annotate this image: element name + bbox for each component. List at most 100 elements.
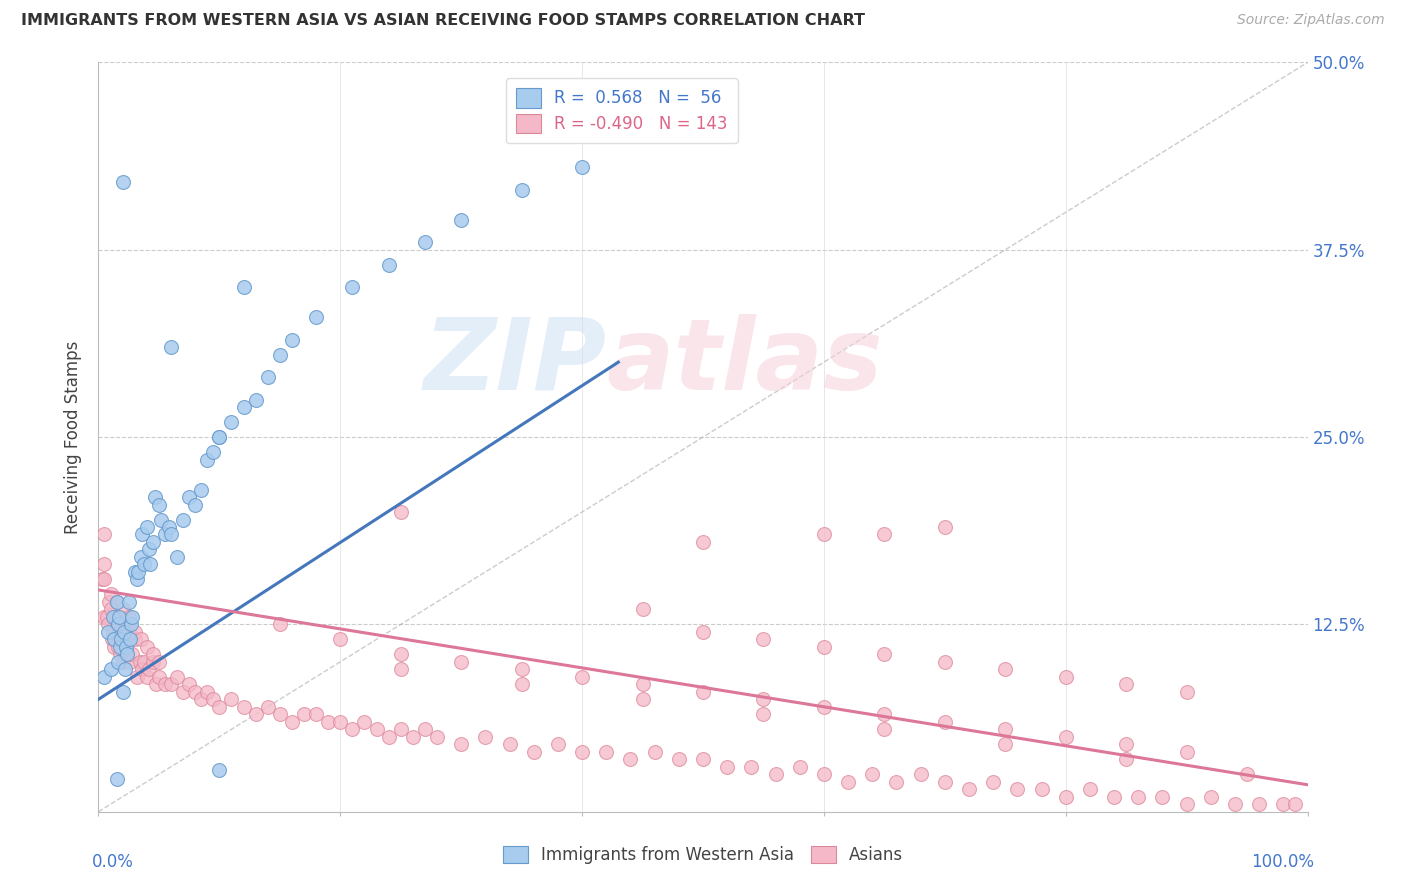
Point [910,767,932,781]
Point [172,512,194,526]
Point [100,632,122,647]
Point [150,512,173,526]
Point [1115,752,1137,766]
Text: 0.0%: 0.0% [93,853,134,871]
Point [595,745,617,759]
Point [873,648,896,662]
Point [571,745,593,759]
Text: ZIP: ZIP [423,314,606,410]
Point [329,714,352,729]
Point [292,707,315,722]
Point [139,558,162,572]
Point [571,670,593,684]
Point [145,677,167,691]
Point [148,655,170,669]
Point [118,655,141,669]
Point [305,310,328,325]
Point [157,520,180,534]
Point [142,655,165,669]
Point [124,632,146,647]
Text: IMMIGRANTS FROM WESTERN ASIA VS ASIAN RECEIVING FOOD STAMPS CORRELATION CHART: IMMIGRANTS FROM WESTERN ASIA VS ASIAN RE… [21,13,865,29]
Point [117,648,139,662]
Point [190,483,212,497]
Point [353,714,375,729]
Text: 100.0%: 100.0% [1250,853,1313,871]
Point [668,752,690,766]
Point [1128,789,1150,804]
Point [232,280,254,294]
Point [114,648,136,662]
Point [740,760,762,774]
Point [813,640,835,654]
Point [1175,685,1198,699]
Point [160,527,183,541]
Point [305,707,328,722]
Legend: Immigrants from Western Asia, Asians: Immigrants from Western Asia, Asians [496,839,910,871]
Y-axis label: Receiving Food Stamps: Receiving Food Stamps [65,341,83,533]
Point [107,617,129,632]
Point [114,662,136,676]
Point [366,723,388,737]
Point [179,677,201,691]
Point [148,498,170,512]
Point [269,707,291,722]
Point [1078,782,1101,797]
Point [142,535,165,549]
Point [644,745,666,759]
Point [232,400,254,414]
Point [377,730,399,744]
Point [256,699,278,714]
Point [121,610,143,624]
Point [98,595,121,609]
Point [135,640,157,654]
Point [886,774,908,789]
Point [195,452,218,467]
Point [112,624,135,639]
Point [1199,789,1222,804]
Point [110,632,132,647]
Point [103,632,125,647]
Point [208,430,231,444]
Point [105,595,128,609]
Point [93,573,115,587]
Point [402,730,425,744]
Point [153,527,176,541]
Point [101,624,124,639]
Point [547,737,569,751]
Point [160,340,183,354]
Point [450,737,472,751]
Point [103,640,125,654]
Point [934,520,956,534]
Point [118,632,141,647]
Point [1115,677,1137,691]
Point [135,520,157,534]
Point [631,677,654,691]
Point [1152,789,1174,804]
Point [131,527,153,541]
Point [148,670,170,684]
Point [93,527,115,541]
Point [934,655,956,669]
Point [142,648,165,662]
Point [115,640,138,654]
Point [752,632,775,647]
Point [413,723,436,737]
Point [111,602,134,616]
Point [342,723,364,737]
Point [752,692,775,706]
Point [1223,797,1246,812]
Point [100,662,122,676]
Point [208,430,231,444]
Point [138,542,160,557]
Text: Source: ZipAtlas.com: Source: ZipAtlas.com [1237,13,1385,28]
Point [101,610,124,624]
Point [107,640,129,654]
Point [256,370,278,384]
Point [208,699,231,714]
Point [129,632,152,647]
Point [184,685,207,699]
Point [110,632,132,647]
Point [112,632,135,647]
Point [160,677,183,691]
Point [127,573,149,587]
